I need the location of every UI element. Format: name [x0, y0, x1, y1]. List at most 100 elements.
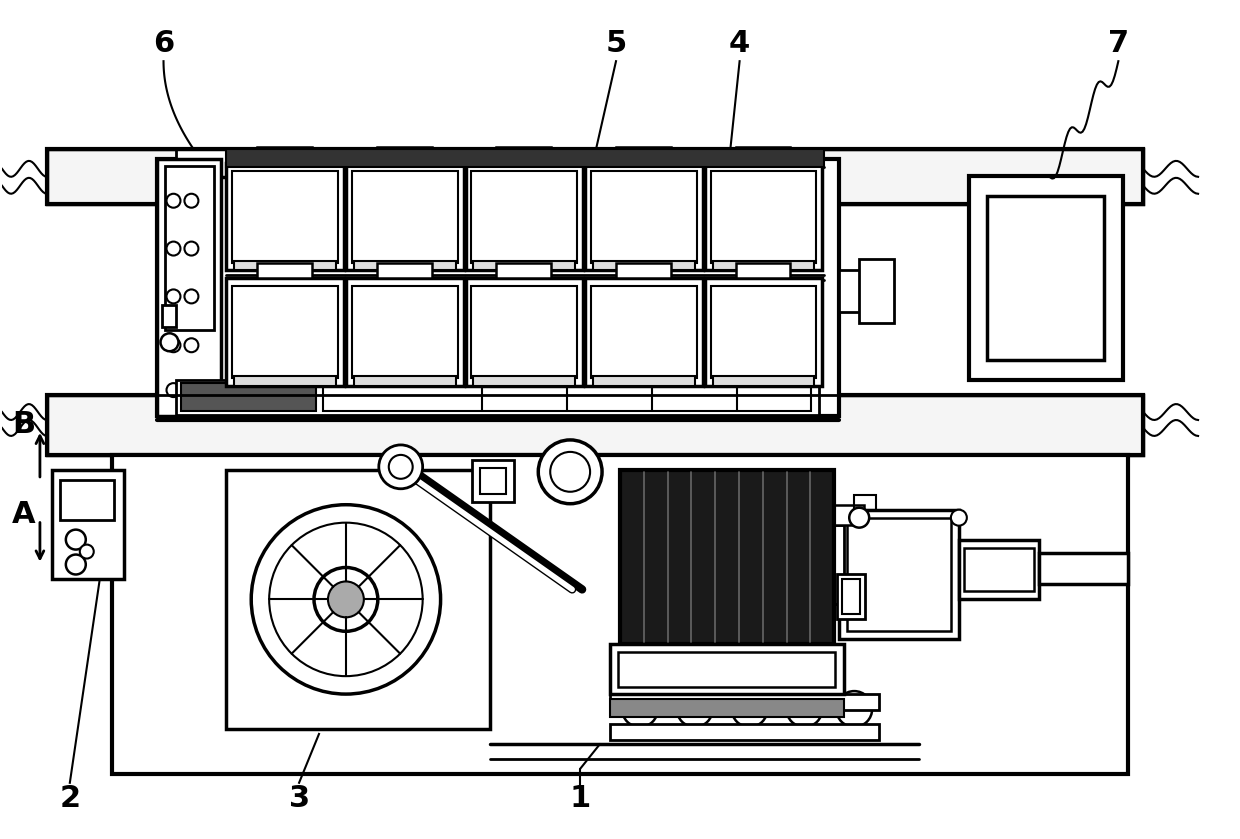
- Bar: [165, 166, 215, 331]
- Bar: [156, 159, 221, 416]
- Bar: [353, 376, 455, 386]
- Bar: [227, 470, 491, 729]
- Bar: [322, 383, 811, 411]
- Bar: [610, 694, 879, 710]
- Bar: [474, 376, 575, 386]
- Circle shape: [786, 691, 822, 727]
- Bar: [704, 163, 822, 270]
- Bar: [352, 286, 458, 378]
- Bar: [496, 263, 552, 279]
- Circle shape: [849, 508, 869, 528]
- Bar: [352, 171, 458, 263]
- Circle shape: [327, 581, 363, 618]
- Bar: [713, 376, 815, 386]
- Circle shape: [79, 545, 94, 559]
- Bar: [156, 159, 839, 416]
- Bar: [472, 460, 515, 502]
- Bar: [987, 195, 1105, 360]
- Bar: [963, 548, 1034, 591]
- Bar: [593, 261, 694, 270]
- Bar: [377, 263, 432, 279]
- Bar: [47, 395, 1143, 455]
- Bar: [839, 270, 872, 312]
- Text: 7: 7: [1107, 29, 1128, 58]
- Bar: [591, 286, 697, 378]
- Bar: [735, 263, 790, 279]
- Bar: [480, 468, 506, 494]
- Bar: [181, 383, 316, 411]
- Bar: [465, 279, 583, 386]
- Bar: [234, 261, 336, 270]
- Bar: [232, 286, 339, 378]
- Bar: [842, 580, 861, 614]
- Bar: [847, 518, 951, 631]
- Bar: [711, 171, 816, 263]
- Bar: [353, 261, 455, 270]
- Bar: [60, 480, 114, 519]
- Bar: [859, 258, 894, 323]
- Bar: [591, 171, 697, 263]
- Bar: [474, 261, 575, 270]
- Bar: [257, 263, 312, 279]
- Bar: [257, 147, 312, 163]
- Bar: [465, 163, 583, 270]
- Bar: [47, 149, 1143, 204]
- Bar: [232, 171, 339, 263]
- Bar: [47, 149, 1143, 204]
- Bar: [704, 279, 822, 386]
- Bar: [234, 376, 336, 386]
- Bar: [227, 149, 825, 167]
- Bar: [496, 147, 552, 163]
- Text: A: A: [12, 500, 36, 529]
- Bar: [161, 305, 176, 327]
- Bar: [713, 261, 815, 270]
- Text: 5: 5: [605, 29, 626, 58]
- Bar: [176, 149, 820, 177]
- Text: 2: 2: [60, 784, 81, 813]
- Bar: [837, 575, 866, 619]
- Circle shape: [732, 691, 768, 727]
- Bar: [593, 376, 694, 386]
- Bar: [616, 263, 671, 279]
- Bar: [47, 395, 1143, 455]
- Circle shape: [389, 455, 413, 479]
- Circle shape: [538, 440, 603, 503]
- Text: 1: 1: [569, 784, 590, 813]
- Circle shape: [951, 510, 967, 526]
- Bar: [854, 495, 877, 510]
- Text: B: B: [12, 410, 36, 440]
- Circle shape: [677, 691, 713, 727]
- Bar: [52, 470, 124, 580]
- Bar: [471, 171, 577, 263]
- Bar: [616, 147, 671, 163]
- Bar: [618, 652, 836, 687]
- Circle shape: [314, 567, 378, 631]
- Bar: [839, 510, 959, 639]
- Circle shape: [66, 555, 86, 575]
- Bar: [585, 163, 703, 270]
- Circle shape: [160, 333, 179, 352]
- Bar: [346, 279, 464, 386]
- Bar: [1039, 553, 1128, 585]
- Bar: [711, 286, 816, 378]
- Text: 4: 4: [729, 29, 750, 58]
- Bar: [610, 724, 879, 740]
- Text: 3: 3: [289, 784, 310, 813]
- Bar: [830, 524, 844, 604]
- Bar: [227, 279, 343, 386]
- Bar: [610, 699, 844, 717]
- Circle shape: [622, 691, 658, 727]
- Circle shape: [378, 445, 423, 489]
- Bar: [585, 279, 703, 386]
- Bar: [176, 380, 820, 415]
- Text: 6: 6: [153, 29, 174, 58]
- Bar: [610, 644, 844, 694]
- Bar: [735, 147, 790, 163]
- Circle shape: [836, 691, 872, 727]
- Bar: [959, 539, 1039, 599]
- Bar: [377, 147, 432, 163]
- Bar: [471, 286, 577, 378]
- Bar: [835, 505, 864, 524]
- Bar: [620, 470, 835, 644]
- Circle shape: [66, 529, 86, 550]
